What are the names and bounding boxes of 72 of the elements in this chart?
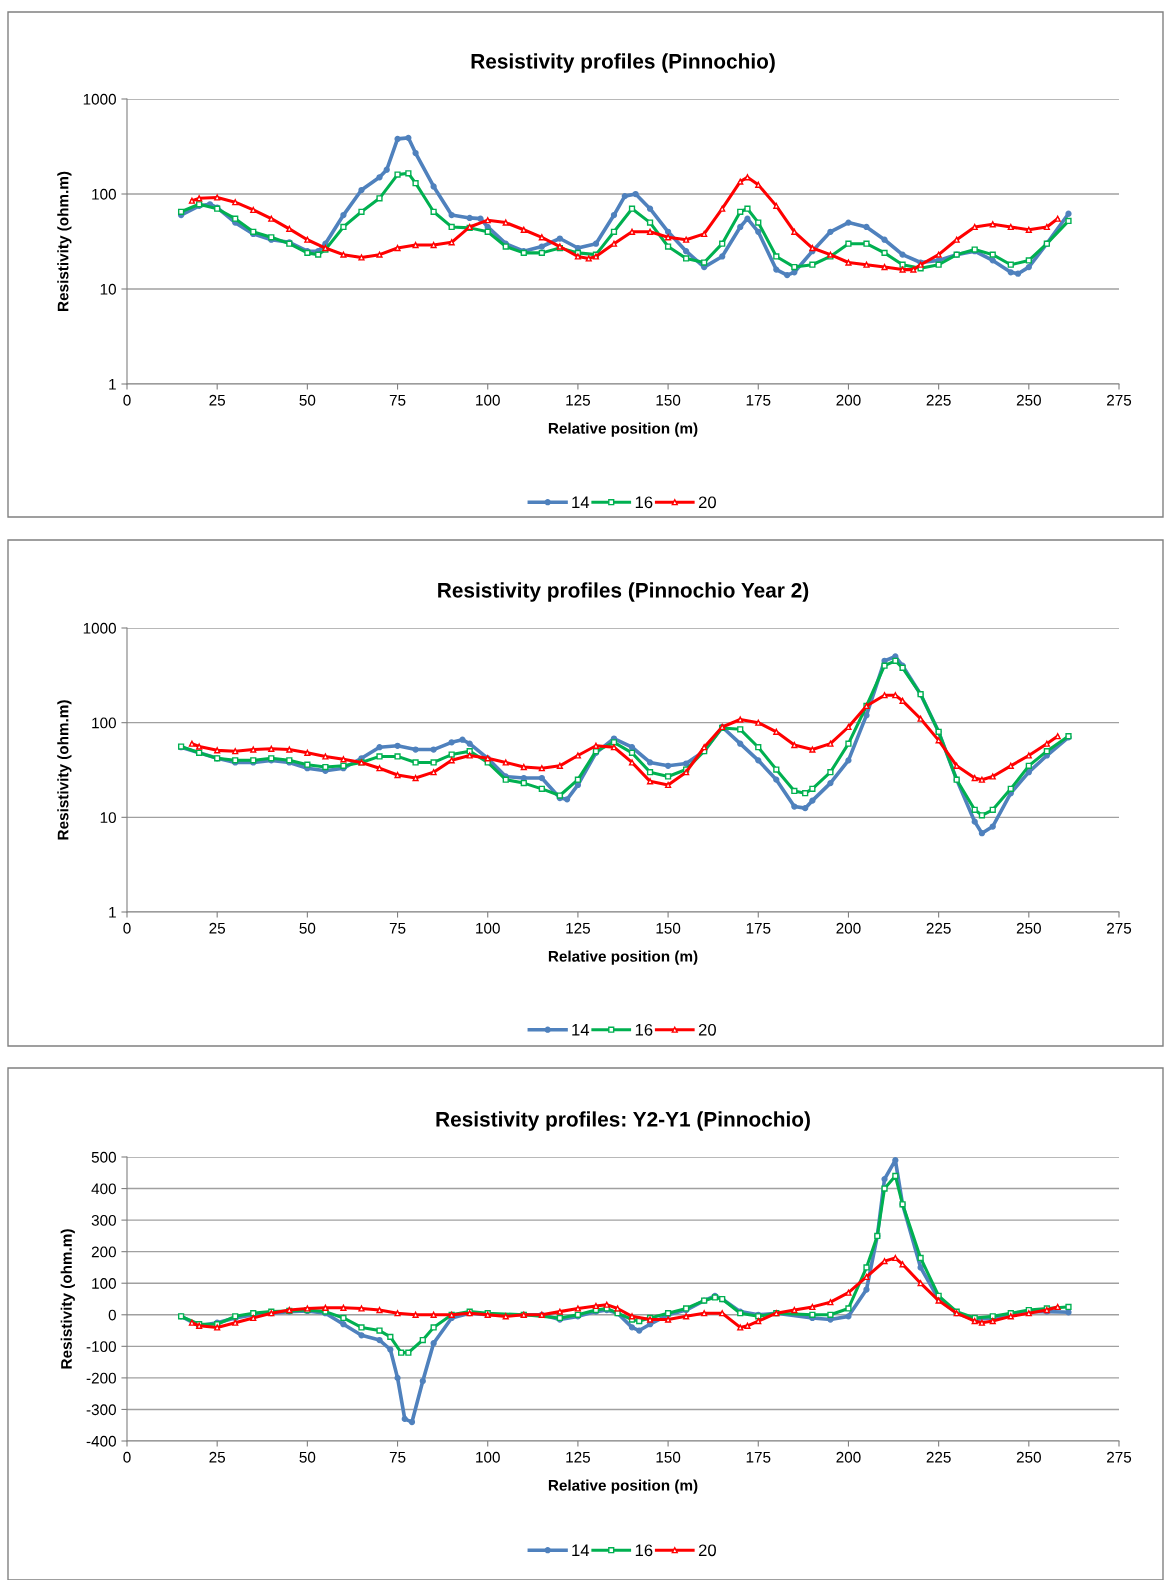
y-tick-label: 0: [108, 1309, 116, 1321]
y-tick-label: 1000: [83, 622, 116, 634]
y-tick-label: -200: [86, 1372, 116, 1384]
y-tick-label: -100: [86, 1341, 116, 1353]
x-tick-label: 225: [926, 394, 951, 406]
legend-label: 16: [635, 1023, 653, 1036]
x-tick-label: 75: [389, 922, 406, 934]
x-tick-label: 175: [746, 1451, 771, 1463]
x-axis-title: Relative position (m): [548, 422, 698, 437]
chart-title: Resistivity profiles (Pinnochio): [471, 53, 775, 73]
x-tick-label: 275: [1107, 394, 1132, 406]
x-tick-label: 100: [476, 394, 500, 406]
y-tick-label: 10: [100, 812, 116, 824]
x-tick-label: 150: [656, 922, 681, 934]
x-tick-label: 100: [476, 922, 500, 934]
x-tick-label: 0: [123, 1451, 131, 1463]
y-tick-label: 100: [92, 717, 116, 729]
legend-label: 20: [698, 1544, 716, 1557]
x-tick-label: 125: [566, 1451, 591, 1463]
x-tick-label: 25: [209, 922, 226, 934]
x-tick-label: 50: [299, 394, 316, 406]
y-axis-title: Resistivity (ohm.m): [57, 171, 72, 311]
y-tick-label: 1000: [83, 93, 116, 105]
x-tick-label: 25: [209, 394, 226, 406]
x-tick-label: 150: [656, 1451, 681, 1463]
x-axis-title: Relative position (m): [548, 950, 698, 965]
x-tick-label: 250: [1016, 1451, 1041, 1463]
legend-label: 20: [698, 1023, 716, 1036]
x-tick-label: 200: [836, 394, 861, 406]
x-tick-label: 250: [1016, 922, 1041, 934]
legend-label: 16: [635, 496, 653, 509]
y-axis-title: Resistivity (ohm.m): [57, 700, 72, 840]
x-tick-label: 150: [656, 394, 681, 406]
x-tick-label: 125: [566, 394, 591, 406]
x-tick-label: 200: [836, 1451, 861, 1463]
x-tick-label: 225: [926, 1451, 951, 1463]
y-tick-label: -300: [86, 1404, 116, 1416]
x-tick-label: 175: [746, 394, 771, 406]
legend-label: 14: [572, 496, 590, 509]
x-tick-label: 50: [299, 1451, 316, 1463]
x-tick-label: 25: [209, 1451, 226, 1463]
x-axis-title: Relative position (m): [548, 1479, 698, 1494]
y-tick-label: 100: [92, 1278, 116, 1289]
y-tick-label: 500: [91, 1151, 116, 1163]
x-tick-label: 275: [1107, 922, 1132, 934]
legend-label: 20: [698, 496, 716, 509]
x-tick-label: 50: [299, 922, 316, 934]
legend-label: 14: [572, 1024, 590, 1036]
y-tick-label: 1: [109, 379, 116, 390]
x-tick-label: 225: [926, 922, 951, 934]
x-tick-label: 125: [566, 922, 591, 934]
y-tick-label: 300: [91, 1214, 116, 1226]
x-tick-label: 0: [123, 394, 131, 406]
chart-title: Resistivity profiles: Y2-Y1 (Pinnochio): [436, 1111, 810, 1131]
x-tick-label: 275: [1107, 1451, 1132, 1463]
y-tick-label: 100: [92, 188, 116, 200]
x-tick-label: 250: [1016, 394, 1041, 406]
x-tick-label: 0: [123, 922, 131, 934]
y-tick-label: 1: [109, 907, 116, 918]
y-tick-label: -400: [86, 1435, 116, 1447]
legend-label: 14: [572, 1544, 590, 1557]
y-axis-title: Resistivity (ohm.m): [60, 1229, 75, 1369]
y-tick-label: 400: [91, 1183, 116, 1195]
chart-title: Resistivity profiles (Pinnochio Year 2): [438, 582, 809, 602]
x-tick-label: 200: [836, 922, 861, 934]
y-tick-label: 200: [91, 1246, 116, 1258]
x-tick-label: 175: [746, 922, 771, 934]
legend-label: 16: [635, 1544, 653, 1557]
x-tick-label: 75: [389, 394, 406, 406]
x-tick-label: 75: [389, 1451, 406, 1463]
x-tick-label: 100: [476, 1451, 500, 1463]
y-tick-label: 10: [100, 283, 116, 295]
